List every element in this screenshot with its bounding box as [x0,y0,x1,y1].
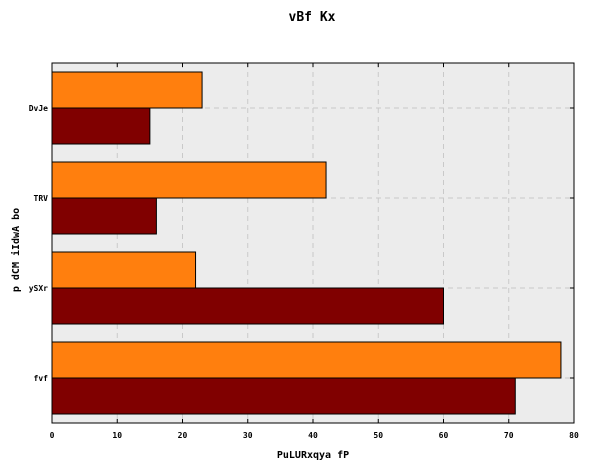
x-tick-label: 40 [308,431,318,440]
bar [52,288,444,324]
x-tick-label: 50 [373,431,383,440]
y-tick-label: DvJe [29,104,48,113]
x-tick-label: 70 [504,431,514,440]
x-tick-label: 80 [569,431,579,440]
x-tick-label: 0 [50,431,55,440]
bar [52,378,515,414]
y-axis-label: p dCM iIdwA bo [10,208,22,292]
bar [52,252,196,288]
y-tick-label: fvf [34,374,49,383]
x-tick-label: 30 [243,431,253,440]
x-axis-label: PuLURxqya fP [277,450,349,461]
y-tick-label: TRV [34,194,49,203]
bar [52,108,150,144]
bar [52,162,326,198]
bar [52,198,156,234]
chart-title: vBf Kx [289,10,336,25]
bar [52,342,561,378]
y-tick-label: ySXr [29,284,48,293]
x-tick-label: 10 [112,431,122,440]
bar [52,72,202,108]
x-tick-label: 60 [439,431,449,440]
x-tick-label: 20 [178,431,188,440]
